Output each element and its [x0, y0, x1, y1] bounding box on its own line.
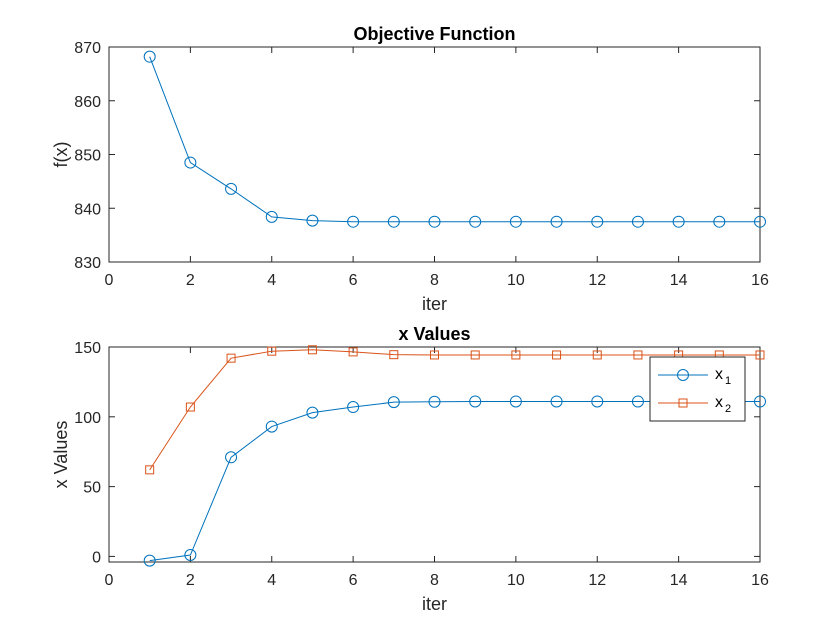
- data-point: [550, 395, 563, 408]
- data-point: [307, 345, 317, 355]
- legend-marker: [678, 398, 688, 408]
- y-tick-label: 150: [74, 340, 101, 357]
- y-tick-label: 50: [83, 480, 101, 497]
- x-tick-label: 14: [670, 272, 688, 289]
- data-point: [387, 396, 400, 409]
- data-point: [347, 215, 360, 228]
- data-point: [469, 395, 482, 408]
- data-point: [225, 182, 238, 195]
- data-point: [469, 215, 482, 228]
- x-tick-label: 0: [105, 272, 114, 289]
- data-point: [430, 350, 439, 360]
- x-tick-label: 6: [349, 572, 358, 589]
- series-line: [149, 349, 760, 471]
- data-point: [226, 353, 236, 363]
- x-tick-label: 4: [267, 572, 276, 589]
- data-point: [428, 395, 441, 408]
- data-point: [591, 215, 604, 228]
- legend-entry-subscript: 2: [725, 403, 731, 415]
- data-point: [145, 465, 155, 475]
- x-tick-label: 4: [267, 272, 276, 289]
- data-point: [509, 215, 522, 228]
- y-tick-label: 100: [74, 410, 101, 427]
- x-tick-label: 0: [105, 572, 114, 589]
- data-point: [265, 210, 278, 223]
- y-axis-label: x Values: [51, 421, 71, 489]
- data-point: [143, 554, 156, 567]
- x-tick-label: 10: [507, 272, 525, 289]
- data-point: [754, 215, 766, 228]
- x-tick-label: 2: [186, 572, 195, 589]
- plot-area: [108, 46, 761, 263]
- data-point: [225, 451, 238, 464]
- data-point: [713, 215, 726, 228]
- chart-1: 0 2 4 6 8 10 12 14 16 830 840 850 860 870 Objective Fu…: [51, 24, 769, 314]
- data-point: [347, 401, 360, 414]
- chart-title: x Values: [398, 324, 470, 344]
- x-tick-label: 8: [430, 272, 439, 289]
- data-point: [552, 350, 562, 360]
- data-point: [631, 395, 644, 408]
- legend-entry: x: [715, 366, 723, 383]
- data-point: [470, 350, 480, 360]
- data-point: [387, 215, 400, 228]
- data-point: [550, 215, 563, 228]
- data-point: [754, 395, 766, 408]
- data-point: [633, 350, 643, 360]
- data-point: [306, 214, 319, 227]
- y-tick-label: 840: [74, 201, 101, 218]
- x-tick-label: 2: [186, 272, 195, 289]
- data-point: [265, 420, 278, 433]
- x-tick-label: 12: [588, 272, 606, 289]
- x-axis-label: iter: [422, 594, 447, 614]
- data-point: [389, 350, 399, 360]
- data-point: [267, 346, 277, 356]
- x-tick-label: 6: [349, 272, 358, 289]
- legend: x 1x 2: [649, 356, 746, 422]
- series-line: [149, 56, 760, 223]
- data-point: [428, 215, 441, 228]
- y-axis-label: f(x): [51, 142, 71, 168]
- y-tick-label: 860: [74, 94, 101, 111]
- chart-title: Objective Function: [353, 24, 515, 44]
- y-tick-label: 870: [74, 40, 101, 57]
- data-point: [672, 215, 685, 228]
- x-axis-label: iter: [422, 294, 447, 314]
- y-tick-label: 0: [92, 549, 101, 566]
- x-tick-label: 16: [751, 272, 769, 289]
- x-tick-label: 16: [751, 572, 769, 589]
- data-point: [631, 215, 644, 228]
- x-tick-label: 14: [670, 572, 688, 589]
- data-point: [348, 347, 358, 357]
- legend-box: [649, 356, 746, 422]
- legend-entry: x: [715, 394, 723, 411]
- x-tick-label: 10: [507, 572, 525, 589]
- y-tick-label: 850: [74, 148, 101, 165]
- x-tick-label: 8: [430, 572, 439, 589]
- data-point: [511, 350, 521, 360]
- data-point: [591, 395, 604, 408]
- data-point: [184, 549, 197, 562]
- legend-entry-subscript: 1: [725, 375, 731, 387]
- data-point: [184, 156, 197, 169]
- data-point: [509, 395, 522, 408]
- data-point: [755, 350, 765, 360]
- data-point: [306, 406, 319, 419]
- legend-marker: [677, 369, 689, 381]
- data-point: [185, 402, 195, 412]
- data-point: [143, 50, 156, 63]
- series-1: [143, 50, 766, 228]
- data-point: [592, 350, 602, 360]
- x-tick-label: 12: [588, 572, 606, 589]
- y-tick-label: 830: [74, 255, 101, 272]
